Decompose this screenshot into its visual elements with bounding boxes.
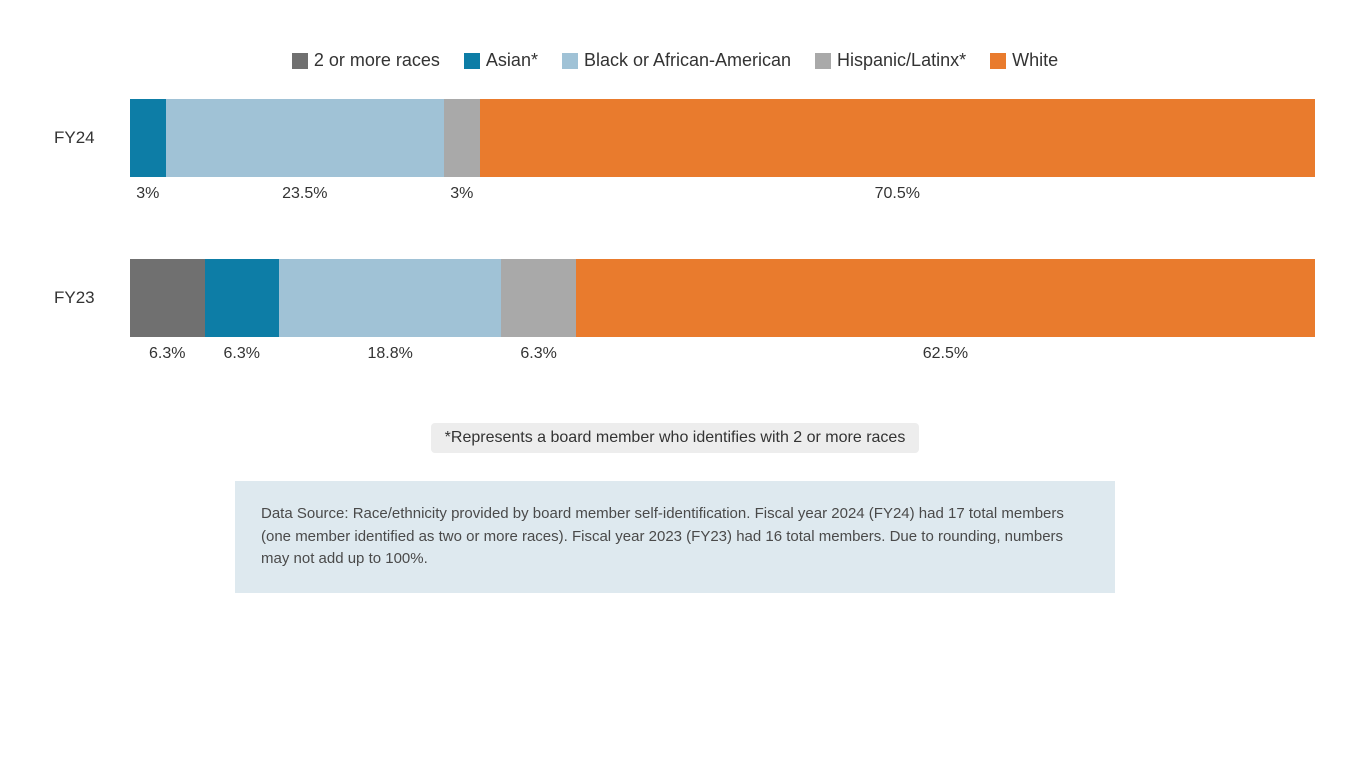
value-label: 6.3% [205,345,280,363]
value-label: 18.8% [279,345,501,363]
legend-item-asian: Asian* [464,50,538,71]
bar-segment-white [480,99,1315,177]
legend-item-black: Black or African-American [562,50,791,71]
legend-swatch [464,53,480,69]
legend-item-white: White [990,50,1058,71]
bar-row-fy24: FY24 [50,99,1315,177]
legend-label: White [1012,50,1058,71]
stacked-bar [130,99,1315,177]
bar-segment-black [279,259,501,337]
legend-label: Black or African-American [584,50,791,71]
row-label: FY23 [50,288,130,308]
bar-segment-white [576,259,1315,337]
value-label: 6.3% [501,345,576,363]
legend-label: Hispanic/Latinx* [837,50,966,71]
bar-segment-asian [130,99,166,177]
chart-legend: 2 or more races Asian* Black or African-… [0,50,1350,71]
legend-swatch [815,53,831,69]
value-label: 70.5% [480,185,1315,203]
legend-swatch [990,53,1006,69]
value-label: 3% [130,185,166,203]
value-label: 3% [444,185,480,203]
data-source-container: Data Source: Race/ethnicity provided by … [0,481,1350,593]
chart-area: FY24 3% 23.5% 3% 70.5% FY23 6.3% 6.3% 18… [0,99,1350,363]
bar-segment-hispanic [501,259,576,337]
value-label: 23.5% [166,185,444,203]
bar-segment-asian [205,259,280,337]
legend-item-hispanic: Hispanic/Latinx* [815,50,966,71]
bar-segment-two-or-more [130,259,205,337]
bar-segment-black [166,99,444,177]
legend-label: Asian* [486,50,538,71]
legend-item-two-or-more: 2 or more races [292,50,440,71]
data-source-text: Data Source: Race/ethnicity provided by … [235,481,1115,593]
value-label: 62.5% [576,345,1315,363]
value-label: 6.3% [130,345,205,363]
bar-segment-hispanic [444,99,480,177]
footnote-container: *Represents a board member who identifie… [0,423,1350,453]
footnote: *Represents a board member who identifie… [431,423,920,453]
value-row-fy23: 6.3% 6.3% 18.8% 6.3% 62.5% [130,345,1315,363]
value-row-fy24: 3% 23.5% 3% 70.5% [130,185,1315,203]
legend-swatch [292,53,308,69]
legend-label: 2 or more races [314,50,440,71]
stacked-bar [130,259,1315,337]
row-label: FY24 [50,128,130,148]
legend-swatch [562,53,578,69]
bar-row-fy23: FY23 [50,259,1315,337]
